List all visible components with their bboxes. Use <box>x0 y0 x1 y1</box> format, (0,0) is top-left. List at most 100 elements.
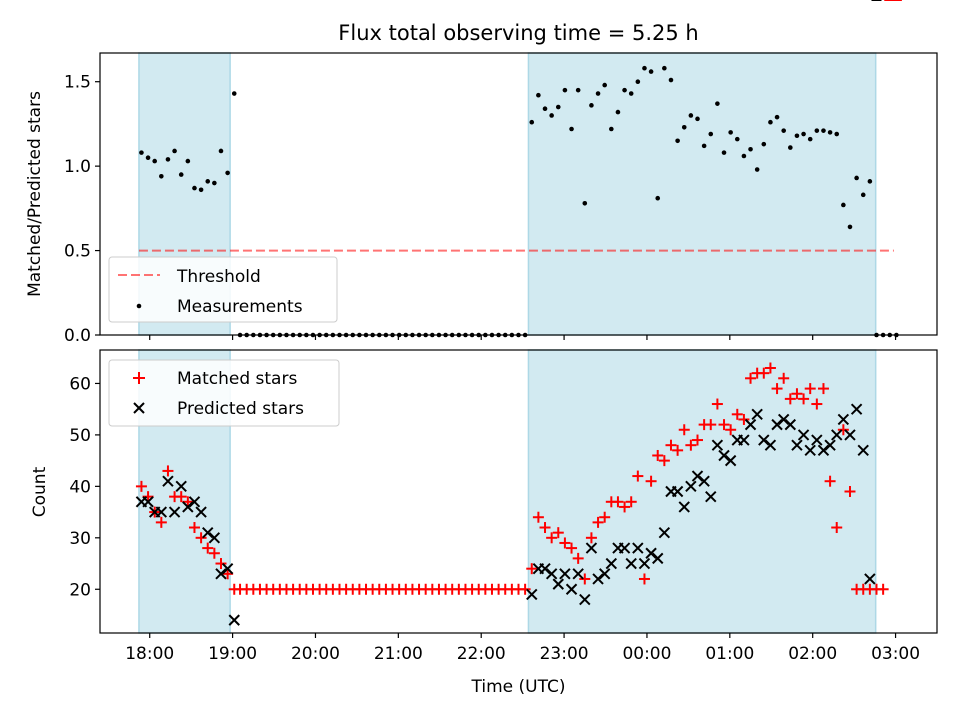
matched-star-point <box>215 558 227 570</box>
matched-star-point <box>658 455 670 467</box>
predicted-star-point <box>579 593 591 606</box>
measurement-point <box>212 180 217 186</box>
matched-star-point <box>784 393 796 405</box>
predicted-marker-b <box>804 444 816 457</box>
measurement-point <box>675 138 680 144</box>
matched-star-point <box>804 383 816 395</box>
matched-star-point <box>625 496 637 508</box>
predicted-star-point <box>857 444 869 457</box>
matched-star-point <box>791 388 803 400</box>
measurement-point <box>834 131 840 137</box>
bottom-y-axis-label: Count <box>30 466 50 517</box>
predicted-marker-b <box>831 429 843 441</box>
predicted-star-point <box>645 547 657 559</box>
predicted-marker-b <box>155 506 168 518</box>
predicted-marker-b <box>824 439 836 451</box>
matched-star-point <box>162 465 174 477</box>
matched-star-point <box>731 408 743 420</box>
predicted-star-point <box>738 434 750 446</box>
measurement-point <box>562 87 568 93</box>
measurement-point <box>198 187 204 193</box>
predicted-star-point <box>215 568 227 580</box>
predicted-marker-b <box>698 475 710 487</box>
predicted-star-point <box>678 501 690 513</box>
measurement-point <box>854 175 859 181</box>
legend-matched-swatch <box>133 372 145 384</box>
chart-title: Flux total observing time = 5.25 h <box>338 21 698 45</box>
measurement-point <box>542 106 548 112</box>
predicted-marker-b <box>545 568 558 580</box>
observing-window <box>527 52 877 336</box>
top-observing-windows <box>138 52 877 336</box>
measurement-point <box>165 157 171 162</box>
measurement-point <box>860 192 866 198</box>
measurement-point <box>662 65 667 71</box>
predicted-marker-b <box>228 614 240 626</box>
x-tick-label: 01:00 <box>705 644 754 664</box>
measurement-point <box>575 87 581 93</box>
measurement-point <box>628 91 634 96</box>
bottom-y-tick-label: 40 <box>69 477 91 497</box>
matched-star-point <box>811 398 823 410</box>
measurement-point <box>801 131 806 137</box>
predicted-marker-b <box>837 413 850 426</box>
predicted-star-point <box>182 501 194 513</box>
predicted-star-point <box>572 568 584 580</box>
bottom-y-ticks: 20 30 40 50 60 <box>69 374 100 600</box>
matched-star-point <box>645 475 657 487</box>
matched-star-point <box>705 419 717 431</box>
measurement-point <box>549 113 554 118</box>
predicted-marker-b <box>221 562 234 575</box>
matched-star-point <box>188 522 200 534</box>
matched-star-point <box>599 511 611 523</box>
predicted-star-point <box>685 480 697 493</box>
matched-star-point <box>685 439 697 451</box>
measurement-point <box>655 195 661 201</box>
measurement-point <box>152 158 157 164</box>
predicted-marker-b <box>678 501 690 513</box>
predicted-star-point <box>188 496 201 508</box>
x-tick-label: 20:00 <box>291 644 340 664</box>
measurement-point <box>205 179 211 184</box>
measurement-point <box>668 77 674 83</box>
matched-star-point <box>619 501 631 513</box>
predicted-star-point <box>142 496 154 508</box>
predicted-marker-b <box>738 434 750 446</box>
measurement-point <box>145 155 151 160</box>
matched-star-point <box>831 522 843 534</box>
matched-star-point <box>725 424 737 436</box>
measurement-point <box>794 133 800 139</box>
predicted-marker-b <box>142 496 154 508</box>
measurement-point <box>788 145 793 150</box>
top-y-ticks: 0.0 0.5 1.0 1.5 <box>64 73 100 346</box>
measurement-point <box>582 200 588 206</box>
predicted-star-point <box>797 429 810 441</box>
predicted-marker-b <box>565 583 578 595</box>
predicted-star-point <box>625 557 637 570</box>
predicted-star-point <box>162 475 174 487</box>
legend-measurements-swatch <box>136 303 142 309</box>
x-tick-label: 03:00 <box>871 644 920 664</box>
x-tick-label: 18:00 <box>125 644 174 664</box>
matched-star-point <box>546 532 558 544</box>
matched-star-point <box>837 424 849 436</box>
top-legend: Threshold Measurements <box>108 256 338 323</box>
measurement-point <box>609 126 614 132</box>
matched-star-point <box>798 393 810 405</box>
measurement-point <box>615 109 621 115</box>
x-tick-label: 19:00 <box>208 644 257 664</box>
top-y-tick-label: 1.0 <box>64 157 91 177</box>
predicted-marker-b <box>791 439 803 451</box>
predicted-marker-b <box>645 547 657 559</box>
predicted-marker-b <box>188 496 201 508</box>
predicted-marker-b <box>705 490 717 503</box>
matched-star-point <box>519 583 531 595</box>
predicted-star-point <box>155 506 168 518</box>
predicted-marker-b <box>572 568 584 580</box>
predicted-star-point <box>632 542 644 554</box>
predicted-marker-b <box>817 444 830 457</box>
matched-star-point <box>526 563 538 575</box>
measurement-point <box>569 126 574 132</box>
matched-star-point <box>155 516 167 528</box>
measurement-point <box>715 101 720 106</box>
